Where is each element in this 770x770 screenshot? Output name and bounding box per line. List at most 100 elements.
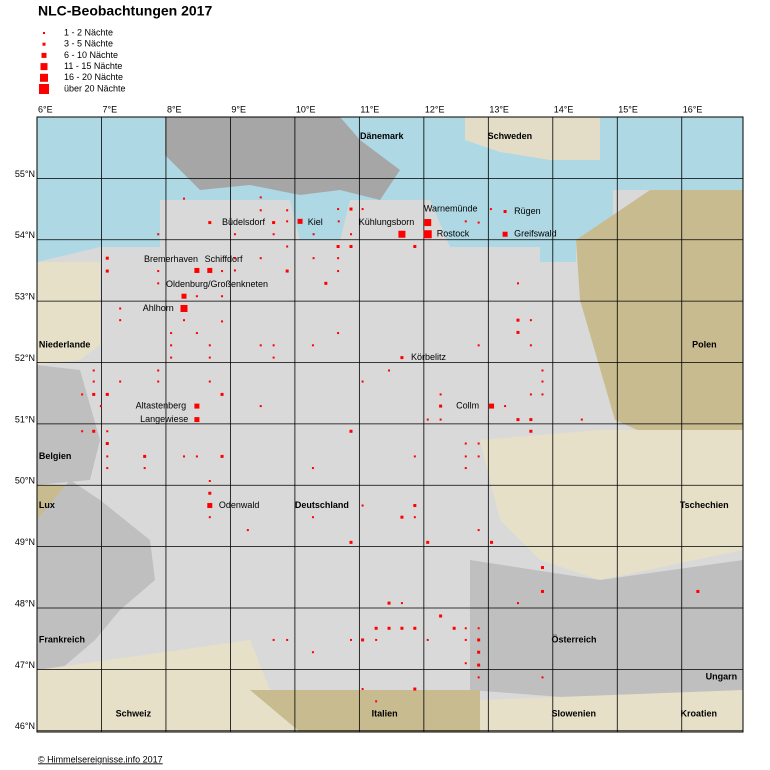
observation [504,405,507,408]
observation [464,662,467,665]
observation [170,356,173,359]
observation [489,403,495,409]
observation [516,330,520,334]
observation [426,418,429,421]
observation [413,504,417,508]
observation [220,454,224,458]
x-tick-label: 7°E [102,104,117,114]
observation [477,650,481,654]
observation [183,197,186,200]
observation [286,638,289,641]
legend-label: 11 - 15 Nächte [64,61,122,71]
place-label: Greifswald [514,229,557,239]
x-tick-label: 6°E [38,104,53,114]
place-label: Körbelitz [411,352,447,362]
observation [529,319,532,322]
y-tick-label: 48°N [15,598,35,608]
observation [105,442,109,446]
observation [92,369,95,372]
observation [541,380,544,383]
place-label: Slowenien [552,709,597,719]
observation [375,700,378,703]
observation [477,344,480,347]
observation [529,418,533,422]
observation [285,269,289,273]
observation [374,626,378,630]
observation [221,320,224,323]
place-label: Schweiz [116,709,152,719]
observation [696,589,700,593]
observation [106,467,109,470]
x-tick-label: 11°E [360,104,379,114]
observation [195,295,198,298]
observation [181,293,187,299]
place-label: Kühlungsborn [359,217,415,227]
x-tick-label: 9°E [231,104,246,114]
observation [337,220,340,223]
observation [259,405,262,408]
observation [464,638,467,641]
observation [580,418,583,421]
observation [233,257,236,260]
observation [541,676,544,679]
observation [502,231,508,237]
y-tick-label: 54°N [15,230,35,240]
place-label: Italien [372,709,398,719]
observation [259,196,262,199]
observation [516,282,519,285]
observation [272,221,276,225]
observation [194,403,200,409]
observation [233,269,236,272]
observation [400,602,403,605]
y-tick-label: 46°N [15,721,35,731]
observation [413,516,416,519]
observation [272,638,275,641]
place-label: Collm [456,400,479,410]
observation [170,332,173,335]
observation [233,233,236,236]
observation [81,430,84,433]
observation [337,270,340,273]
observation [105,392,109,396]
legend-label: 1 - 2 Nächte [64,27,113,37]
observation [119,319,122,322]
legend-marker [41,52,47,58]
observation [92,429,96,433]
observation [208,380,211,383]
observation [426,638,429,641]
observation [336,245,340,249]
observation [400,626,404,630]
observation [119,380,122,383]
footer-link[interactable]: © Himmelsereignisse.info 2017 [38,754,163,764]
observation [92,392,96,396]
place-label: Niederlande [39,340,91,350]
observation [221,295,224,298]
observation [361,638,365,642]
observation [387,601,391,605]
place-label: Bremerhaven [144,254,198,264]
place-label: Kroatien [680,709,717,719]
observation [180,304,188,312]
observation [477,676,480,679]
place-label: Deutschland [295,500,349,510]
place-label: Dänemark [360,131,405,141]
observation [312,233,315,236]
legend-marker [43,32,45,34]
observation [489,208,492,211]
place-label: Langewiese [140,414,188,424]
observation [477,442,480,445]
observation [423,230,432,239]
observation [529,429,533,433]
y-tick-label: 49°N [15,537,35,547]
observation [439,614,443,618]
observation [413,687,417,691]
place-label: Ungarn [706,672,738,682]
observation [311,344,314,347]
x-tick-label: 8°E [167,104,182,114]
observation [259,209,262,212]
observation [246,529,249,532]
observation [439,418,442,421]
observation [81,393,84,396]
legend-label: 3 - 5 Nächte [64,39,113,49]
observation [540,589,544,593]
